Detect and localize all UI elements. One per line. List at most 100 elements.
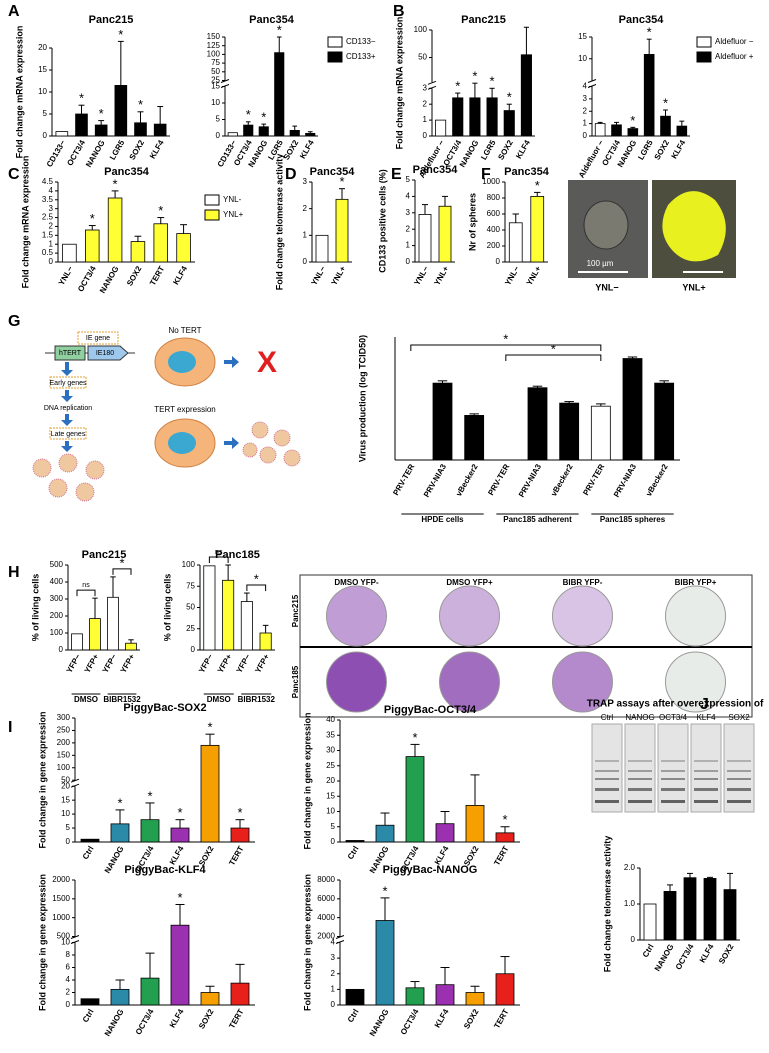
x-tick-label: SOX2 [128, 138, 147, 161]
y-tick-label: 50 [186, 603, 195, 612]
lane [657, 723, 689, 813]
bar [107, 197, 123, 263]
y-tick-label: 400 [50, 577, 64, 586]
bar [153, 123, 167, 137]
legend-label: CD133+ [346, 52, 376, 61]
y-axis-label: Fold change in gene expression [302, 712, 312, 849]
bar [654, 382, 675, 461]
bar [71, 633, 83, 651]
y-tick-label: 50 [211, 67, 220, 76]
y-tick-label: 1 [303, 230, 308, 239]
x-tick-label: Ctrl [346, 845, 361, 861]
band [694, 770, 718, 772]
bar [683, 877, 697, 941]
lane [690, 723, 722, 813]
chart-title: Panc215 [461, 14, 506, 26]
bar [503, 110, 515, 137]
significance: * [158, 203, 163, 218]
x-tick-label: SOX2 [197, 1007, 216, 1030]
y-tick-label: 10 [326, 807, 335, 816]
y-tick-label: 300 [50, 594, 64, 603]
bar [153, 223, 168, 263]
significance: * [535, 178, 540, 193]
bar [134, 122, 147, 137]
y-tick-label: 35 [326, 730, 335, 739]
y-tick-label: 2 [583, 106, 588, 115]
y-tick-label: 8000 [317, 875, 335, 884]
x-tick-label: YNL+ [329, 264, 347, 287]
plate-column-label: BIBR YFP- [563, 578, 603, 587]
y-tick-label: 150 [57, 750, 71, 759]
significance: * [118, 27, 123, 42]
lane [723, 723, 755, 813]
y-tick-label: 0 [423, 131, 428, 140]
significance: * [90, 211, 95, 226]
bar [611, 124, 622, 137]
gel-title: TRAP assays after overexpression of [587, 699, 764, 710]
y-tick-label: 2 [331, 969, 336, 978]
plate-column-label: DMSO YFP- [334, 578, 379, 587]
x-tick-label: KLF4 [698, 942, 716, 964]
y-tick-label: 75 [211, 58, 220, 67]
y-tick-label: 100 [414, 25, 428, 34]
bar [622, 358, 643, 461]
y-tick-label: 3 [303, 177, 308, 186]
band [595, 788, 619, 791]
significance: * [99, 106, 104, 121]
scale-label: 100 µm [587, 259, 614, 268]
bar [495, 832, 515, 843]
y-tick-label: 2 [303, 204, 308, 213]
band [661, 770, 685, 772]
significance: * [138, 97, 143, 112]
sphere [662, 191, 726, 262]
y-tick-label: 25 [326, 761, 335, 770]
x-tick-label: vBecker2 [454, 462, 480, 498]
y-tick-label: 5 [406, 175, 411, 184]
significance: * [630, 113, 635, 128]
y-tick-label: 1000 [482, 177, 500, 186]
label: TERT expression [154, 405, 216, 414]
y-tick-label: 1.5 [42, 230, 54, 239]
band [628, 760, 652, 762]
panel-label: G [8, 313, 20, 330]
significance: * [113, 176, 118, 191]
y-tick-label: 1 [331, 984, 336, 993]
significance: * [647, 25, 652, 40]
significance: * [455, 79, 460, 94]
significance: * [117, 795, 122, 810]
y-tick-label: 300 [57, 713, 71, 722]
y-axis-label: Fold change in gene expression [37, 711, 47, 848]
band [694, 800, 718, 803]
x-tick-label: SOX2 [462, 1007, 481, 1030]
x-tick-label: PRV-TER [391, 462, 416, 497]
y-tick-label: 10 [61, 938, 70, 947]
y-tick-label: 15 [38, 65, 47, 74]
significance: * [261, 110, 266, 125]
x-tick-label: TERT [492, 1007, 510, 1030]
plate-well [552, 585, 613, 647]
y-tick-label: 10 [578, 54, 587, 63]
bar [375, 824, 395, 843]
y-tick-label: 15 [578, 32, 587, 41]
x-tick-label: SOX2 [653, 138, 672, 161]
bar [200, 744, 220, 843]
band [694, 778, 718, 780]
y-tick-label: 200 [50, 611, 64, 620]
y-tick-label: 0 [66, 837, 71, 846]
x-tick-label: NANOG [98, 265, 121, 295]
box [49, 427, 87, 440]
y-tick-label: 5 [216, 115, 221, 124]
y-tick-label: 10 [211, 98, 220, 107]
y-tick-label: 10 [61, 809, 70, 818]
x-tick-label: OCT3/4 [674, 942, 696, 971]
bar [315, 234, 329, 263]
promoter [54, 345, 86, 361]
y-tick-label: 5 [66, 823, 71, 832]
sphere [583, 200, 629, 250]
x-tick-label: NANOG [84, 139, 107, 169]
x-tick-label: LGR5 [479, 138, 498, 161]
y-tick-label: 1 [49, 239, 54, 248]
plate-well [665, 651, 726, 713]
bar [703, 878, 717, 941]
bar [140, 977, 160, 1006]
